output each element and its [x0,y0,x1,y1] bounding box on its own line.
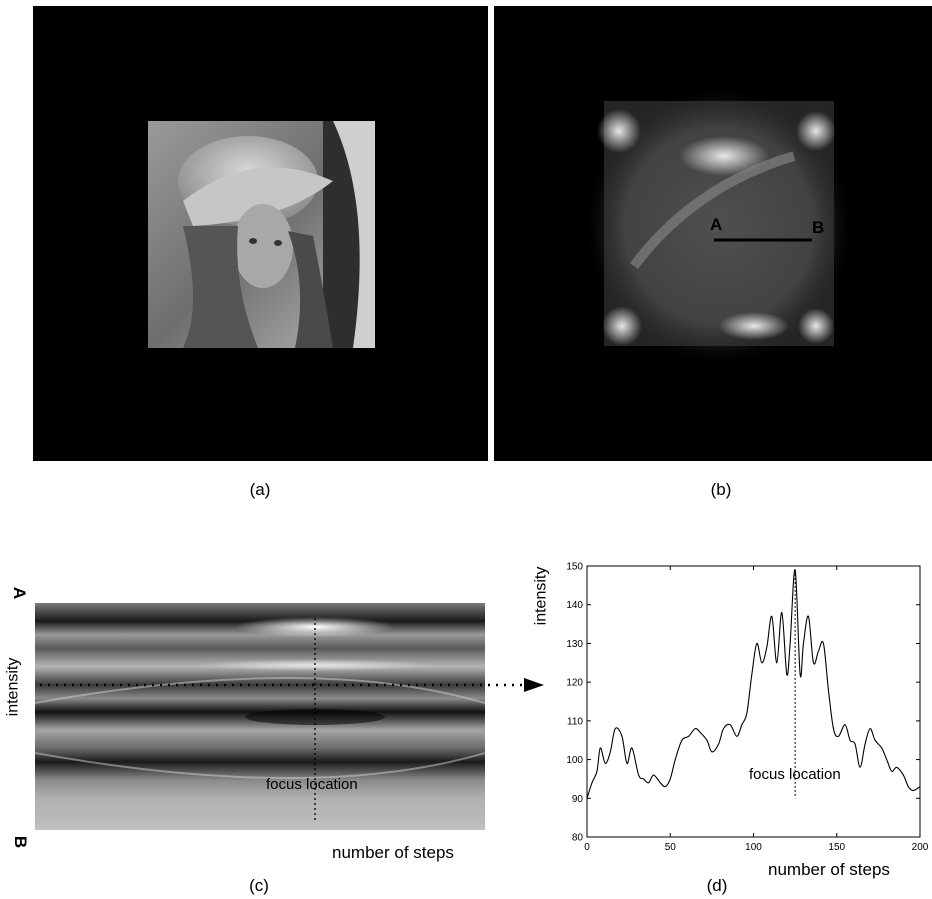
panel-b-marker-a: A [710,215,723,234]
caption-d: (d) [706,876,728,895]
panel-d-focus-annotation: focus location [749,766,841,783]
panel-a-image [33,6,488,461]
panel-d-x-axis-label: number of steps [768,860,890,879]
y-tick-label: 110 [567,716,583,727]
x-tick-label: 0 [584,842,590,853]
focus-scan-image [35,603,485,830]
y-tick-label: 120 [566,678,583,689]
defocused-reconstruction-image [584,86,854,366]
panel-c-marker-b: B [11,835,31,849]
panel-b-image [494,6,932,461]
panel-c-focus-annotation: focus location [266,776,358,793]
caption-b: (b) [710,480,732,499]
profile-arrow [40,678,544,692]
panel-b-marker-b: B [812,218,825,237]
y-tick-label: 130 [566,639,583,650]
y-tick-label: 90 [572,794,584,805]
intensity-series-line [586,569,921,799]
y-tick-label: 140 [566,600,583,611]
panel-c-y-axis-label: intensity [4,657,22,717]
x-tick-label: 200 [912,842,929,853]
x-tick-label: 50 [665,842,677,853]
caption-c: (c) [249,876,269,895]
y-tick-label: 100 [566,755,583,766]
panel-c-focus-image [35,603,485,830]
y-tick-label: 150 [566,562,583,573]
lena-reconstruction-image [148,121,375,348]
y-tick-label: 80 [572,833,584,844]
panel-c-marker-a: A [10,586,30,600]
x-tick-label: 100 [745,842,762,853]
plot-frame [586,565,921,838]
panel-c-x-axis-label: number of steps [332,843,454,862]
caption-a: (a) [249,480,271,499]
intensity-chart: 0 50 100 150 200 80 90 100 110 120 130 140 150 [566,562,929,854]
x-tick-label: 150 [828,842,845,853]
